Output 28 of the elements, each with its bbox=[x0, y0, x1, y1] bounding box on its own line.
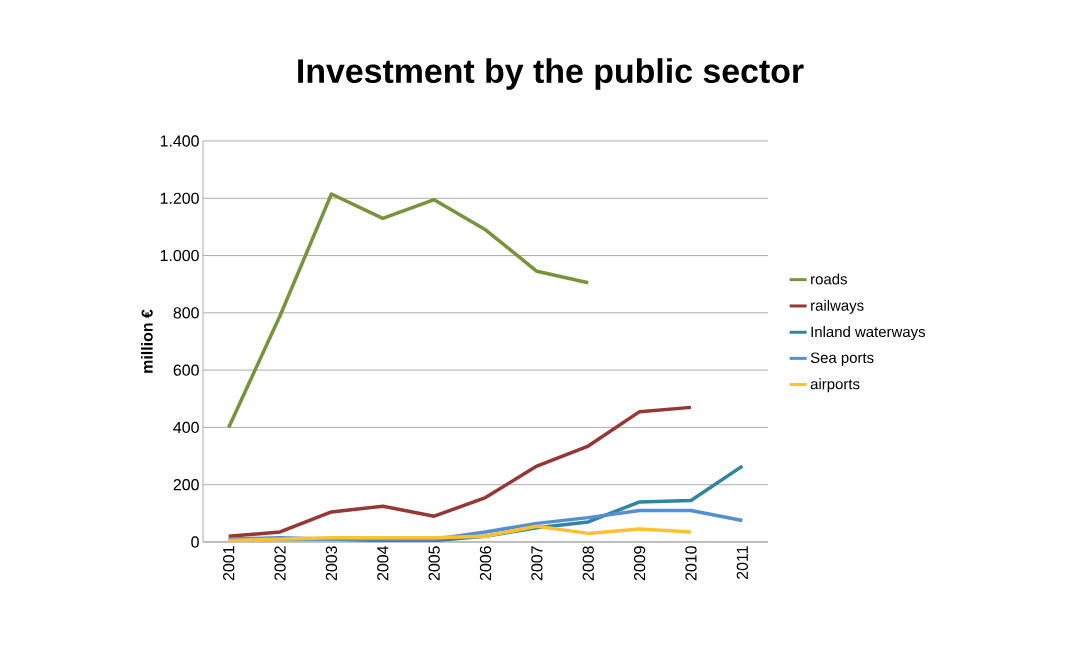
x-tick-label: 2003 bbox=[325, 546, 338, 581]
legend-label: Sea ports bbox=[810, 352, 874, 366]
x-tick-label: 2011 bbox=[736, 546, 748, 579]
y-tick-label: 400 bbox=[173, 421, 199, 434]
x-tick-label: 2009 bbox=[633, 546, 646, 581]
legend-label: airports bbox=[810, 378, 860, 393]
x-tick-label: 2001 bbox=[223, 546, 235, 581]
legend-label: Inland waterways bbox=[811, 326, 926, 341]
x-tick-label: 2004 bbox=[377, 545, 389, 581]
x-tick-label: 2005 bbox=[428, 546, 440, 581]
y-tick-label: 1.200 bbox=[160, 192, 199, 204]
y-tick-label: 0 bbox=[191, 536, 199, 548]
y-tick-label: 1.000 bbox=[160, 249, 199, 262]
x-tick-label: 2010 bbox=[685, 546, 697, 581]
chart-title: Investment by the public sector bbox=[298, 58, 804, 90]
legend-label: railways bbox=[811, 299, 864, 314]
line-series bbox=[226, 405, 693, 539]
legend-label: roads bbox=[811, 273, 847, 285]
x-tick-label: 2008 bbox=[582, 546, 594, 581]
y-tick-label: 800 bbox=[173, 307, 199, 319]
y-axis-title: million € bbox=[141, 309, 153, 373]
x-tick-label: 2002 bbox=[274, 546, 286, 581]
x-tick-label: 2006 bbox=[479, 546, 492, 581]
y-tick-label: 1.400 bbox=[160, 135, 199, 147]
line-series bbox=[226, 192, 590, 430]
y-tick-label: 600 bbox=[173, 364, 199, 376]
x-tick-label: 2007 bbox=[531, 546, 543, 581]
y-tick-label: 200 bbox=[173, 479, 199, 491]
